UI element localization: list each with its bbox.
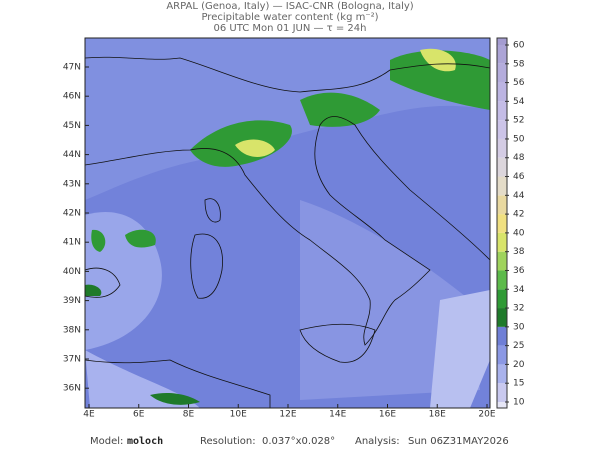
colorbar-band <box>497 345 507 365</box>
lon-label: 16E <box>379 410 396 420</box>
lat-label: 44N <box>63 150 81 160</box>
lat-label: 43N <box>63 179 81 189</box>
colorbar-label: 42 <box>513 210 524 220</box>
lat-label: 40N <box>63 267 81 277</box>
colorbar-label: 50 <box>513 134 525 144</box>
lon-label: 10E <box>230 410 247 420</box>
colorbar-band <box>497 63 507 83</box>
colorbar-label: 40 <box>513 228 525 238</box>
footer-value: Sun 06Z31MAY2026 <box>408 436 509 447</box>
colorbar-band <box>497 138 507 158</box>
lon-label: 8E <box>183 410 195 420</box>
colorbar-label: 25 <box>513 341 524 351</box>
lat-label: 38N <box>63 325 81 335</box>
lat-label: 37N <box>63 355 81 365</box>
colorbar-label: 44 <box>513 191 525 201</box>
lat-label: 42N <box>63 209 81 219</box>
colorbar-label: 46 <box>513 172 525 182</box>
colorbar-band <box>497 289 507 309</box>
colorbar-band <box>497 45 507 64</box>
colorbar-band <box>497 270 507 290</box>
lat-label: 39N <box>63 296 81 306</box>
colorbar-label: 60 <box>513 41 525 51</box>
lon-label: 12E <box>279 410 296 420</box>
footer-label: Analysis: <box>355 436 400 447</box>
colorbar-label: 30 <box>513 322 525 332</box>
colorbar-frame <box>496 37 508 409</box>
lon-label: 18E <box>429 410 446 420</box>
lat-label: 41N <box>63 238 81 248</box>
colorbar-band <box>497 157 507 177</box>
colorbar-band <box>497 232 507 252</box>
lon-label: 4E <box>83 410 95 420</box>
colorbar-label: 48 <box>513 153 525 163</box>
colorbar-band <box>497 214 507 233</box>
lon-label: 6E <box>133 410 145 420</box>
lat-label: 47N <box>63 63 81 73</box>
colorbar-label: 52 <box>513 116 524 126</box>
colorbar-band <box>497 101 507 121</box>
colorbar-label: 34 <box>513 285 525 295</box>
footer-value: moloch <box>127 436 163 447</box>
colorbar-label: 36 <box>513 266 525 276</box>
lat-label: 46N <box>63 92 81 102</box>
colorbar-band <box>497 383 507 402</box>
colorbar-band <box>497 326 507 346</box>
colorbar-band <box>497 176 507 196</box>
lat-label: 45N <box>63 121 81 131</box>
colorbar-label: 15 <box>513 379 524 389</box>
colorbar-label: 56 <box>513 78 525 88</box>
colorbar-band <box>497 308 507 327</box>
colorbar-label: 54 <box>513 97 525 107</box>
colorbar-band <box>497 82 507 102</box>
footer-label: Model: <box>90 436 123 447</box>
colorbar-label: 10 <box>513 398 525 408</box>
colorbar-label: 38 <box>513 247 525 257</box>
header-line: ARPAL (Genoa, Italy) — ISAC-CNR (Bologna… <box>166 1 413 12</box>
colorbar-band <box>497 195 507 215</box>
lon-label: 20E <box>478 410 495 420</box>
footer-label: Resolution: <box>200 436 256 447</box>
coastline <box>84 56 491 408</box>
header-line: 06 UTC Mon 01 JUN — τ = 24h <box>214 23 367 34</box>
lon-label: 14E <box>329 410 346 420</box>
colorbar-label: 58 <box>513 59 525 69</box>
colorbar-end <box>497 38 507 45</box>
header-line: Precipitable water content (kg m⁻²) <box>201 12 378 23</box>
lat-label: 36N <box>63 384 81 394</box>
colorbar-end <box>497 402 507 408</box>
colorbar-band <box>497 251 507 271</box>
map-field <box>85 38 490 408</box>
colorbar-band <box>497 364 507 384</box>
colorbar-label: 32 <box>513 304 524 314</box>
footer-value: 0.037°x0.028° <box>262 436 335 447</box>
colorbar-band <box>497 120 507 139</box>
colorbar-label: 20 <box>513 360 525 370</box>
